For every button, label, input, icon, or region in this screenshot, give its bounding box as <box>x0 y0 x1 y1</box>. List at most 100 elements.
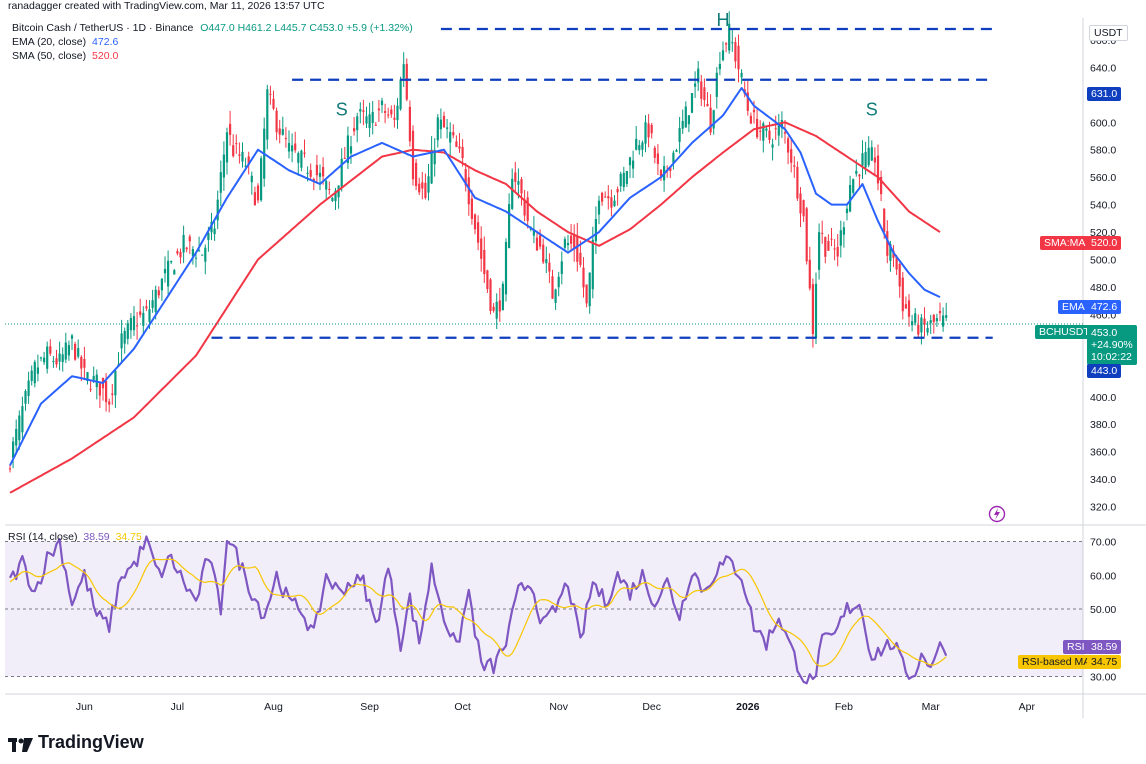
candle-body <box>256 185 260 201</box>
candle-body <box>511 178 514 209</box>
price-tick-label: 640.0 <box>1090 62 1116 74</box>
price-tick-label: 380.0 <box>1090 419 1116 431</box>
candle-body <box>672 152 675 163</box>
candle-body <box>120 333 123 349</box>
time-tick-label: Apr <box>1019 701 1036 713</box>
candle-body <box>185 247 188 250</box>
candle-body <box>929 320 932 324</box>
legend-sma[interactable]: SMA (50, close) 520.0 <box>12 50 118 62</box>
legend-ema[interactable]: EMA (20, close) 472.6 <box>12 36 118 48</box>
legend-rsi-ma-value: 34.75 <box>115 531 142 543</box>
candle-body <box>876 155 880 184</box>
candle-body <box>858 174 861 177</box>
candle-body <box>762 123 765 141</box>
candle-body <box>219 172 222 193</box>
candle-body <box>920 317 923 333</box>
candle-body <box>160 278 163 291</box>
legend-ohlc: O447.0 H461.2 L445.7 C453.0 +5.9 (+1.32%… <box>200 22 413 34</box>
candle-body <box>486 270 489 290</box>
candle-body <box>480 238 483 259</box>
candle-body <box>77 348 80 357</box>
candle-body <box>470 198 473 219</box>
candle-body <box>845 208 849 214</box>
candle-body <box>83 359 86 368</box>
price-tick-label: 580.0 <box>1090 145 1116 157</box>
candle-body <box>225 132 229 163</box>
resistance-price-tag: 631.0 <box>1087 87 1122 101</box>
legend-rsi-value: 38.59 <box>83 531 110 543</box>
time-tick-label: Dec <box>642 701 661 713</box>
candle-body <box>607 196 610 199</box>
rsi-axis-label: RSI <box>1063 640 1089 654</box>
candle-body <box>349 146 353 154</box>
candle-body <box>706 103 709 107</box>
candle-body <box>684 106 687 128</box>
tradingview-logo[interactable]: TradingView <box>8 732 144 753</box>
candle-body <box>709 107 712 133</box>
candle-body <box>514 172 517 182</box>
candle-body <box>331 197 334 201</box>
candle-body <box>783 132 787 134</box>
candle-body <box>771 144 774 148</box>
candle-body <box>728 23 731 51</box>
legend-sma-title: SMA (50, close) <box>12 50 87 62</box>
candle-body <box>904 304 907 309</box>
candle-body <box>548 262 551 272</box>
candle-body <box>427 176 430 193</box>
candle-body <box>105 380 108 403</box>
candle-body <box>638 145 641 151</box>
candle-body <box>58 353 61 362</box>
candle-body <box>148 309 151 322</box>
candle-body <box>182 234 185 253</box>
candle-body <box>287 143 291 152</box>
candle-body <box>554 289 557 303</box>
candle-body <box>39 357 43 359</box>
time-tick-label: Jul <box>171 701 184 713</box>
candle-body <box>315 164 318 176</box>
rsi-band <box>5 541 1083 677</box>
candle-body <box>504 242 508 295</box>
candle-body <box>790 149 793 163</box>
candle-body <box>852 179 855 193</box>
candle-body <box>746 92 749 111</box>
candle-body <box>647 123 650 138</box>
legend-rsi[interactable]: RSI (14, close) 38.59 34.75 <box>8 531 142 543</box>
candle-body <box>935 318 938 322</box>
candle-body <box>309 170 312 177</box>
currency-button[interactable]: USDT <box>1089 25 1128 41</box>
candle-body <box>659 169 663 177</box>
candle-body <box>808 259 811 289</box>
candle-body <box>356 116 359 131</box>
candle-body <box>12 441 15 458</box>
candle-body <box>907 300 911 317</box>
candle-body <box>678 128 681 142</box>
candle-body <box>824 237 827 257</box>
candle-body <box>173 270 176 275</box>
candle-body <box>467 177 470 205</box>
lightning-icon[interactable] <box>988 505 1006 523</box>
candle-body <box>284 138 287 140</box>
rsi-tick-label: 50.00 <box>1090 604 1116 616</box>
candle-body <box>452 132 455 136</box>
candle-body <box>194 257 198 259</box>
candle-body <box>712 110 715 129</box>
legend-rsi-title: RSI (14, close) <box>8 531 78 543</box>
rsi-ma-price-tag: 34.75 <box>1087 655 1122 669</box>
candle-body <box>43 357 46 363</box>
candle-body <box>867 147 870 166</box>
candle-body <box>681 120 684 129</box>
candle-body <box>731 42 734 44</box>
time-tick-label: Feb <box>835 701 853 713</box>
rsi-tick-label: 70.00 <box>1090 537 1116 549</box>
ema-price-tag: 472.6 <box>1087 300 1122 314</box>
candle-body <box>700 81 703 99</box>
candle-body <box>938 311 942 314</box>
candle-body <box>591 239 594 290</box>
candle-body <box>923 318 926 325</box>
time-tick-label: Oct <box>454 701 470 713</box>
candle-body <box>132 316 136 331</box>
candle-body <box>418 183 421 193</box>
price-change: +24.90% <box>1091 339 1133 351</box>
candle-body <box>619 173 622 187</box>
